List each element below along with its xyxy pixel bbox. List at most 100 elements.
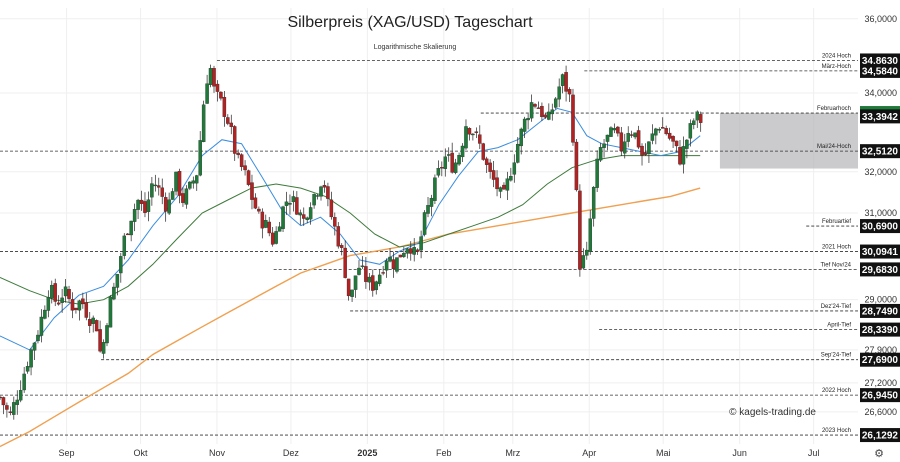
candle-body xyxy=(29,349,33,368)
candle-body xyxy=(654,128,658,136)
candle-body xyxy=(388,256,392,262)
candle-body xyxy=(270,232,275,245)
candle-body xyxy=(170,191,175,200)
candle-body xyxy=(322,184,327,188)
candle-body xyxy=(543,114,548,118)
time-axis: Sep Okt Nov Dez 2025 Feb Mrz Apr Mai Jun Jul xyxy=(59,448,820,458)
candle-body xyxy=(440,167,444,169)
candle-body xyxy=(609,127,613,137)
candle-body xyxy=(678,147,682,165)
candle-body xyxy=(381,272,385,274)
candle-body xyxy=(315,195,320,197)
candle-body xyxy=(567,89,572,95)
candle-body xyxy=(39,316,44,336)
candle-body xyxy=(547,111,551,120)
candle-body xyxy=(433,177,437,201)
candle-body xyxy=(81,298,85,305)
candle-body xyxy=(457,155,461,165)
candle-body xyxy=(94,320,99,332)
candle-body xyxy=(605,134,610,142)
candle-body xyxy=(422,212,427,235)
price-badge-label: 33,3942 xyxy=(862,112,899,123)
x-tick-label: Jun xyxy=(732,448,747,458)
candle-body xyxy=(377,274,382,284)
y-tick-label: 34,0000 xyxy=(864,88,897,98)
candle-body xyxy=(585,249,589,256)
candle-body xyxy=(450,152,454,173)
candle-body xyxy=(419,236,423,251)
candle-body xyxy=(498,187,503,192)
candle-body xyxy=(77,300,82,311)
y-tick-label: 27,9000 xyxy=(864,345,897,355)
candle-body xyxy=(60,297,64,303)
candle-body xyxy=(198,140,202,176)
candle-body xyxy=(63,286,68,297)
candle-body xyxy=(591,186,596,219)
level-label: 2021 Hoch xyxy=(822,245,851,251)
candle-body xyxy=(357,267,361,275)
candle-body xyxy=(119,256,123,274)
level-label: März-Hoch xyxy=(822,64,851,70)
candle-body xyxy=(571,94,575,143)
candle-body xyxy=(588,218,592,252)
chart-subtitle: Logarithmische Skalierung xyxy=(374,44,457,51)
price-badge-label: 29,6830 xyxy=(862,265,899,276)
candle-body xyxy=(139,199,144,204)
candle-body xyxy=(629,134,634,136)
candle-body xyxy=(298,212,303,216)
candle-body xyxy=(536,107,541,109)
candle-body xyxy=(274,231,278,244)
price-badge xyxy=(860,428,900,443)
watermark-text: © kagels-trading.de xyxy=(729,407,816,418)
candle-body xyxy=(395,257,399,272)
candle-body xyxy=(98,329,102,352)
price-badge xyxy=(860,352,900,367)
candle-body xyxy=(70,299,75,311)
candle-body xyxy=(232,126,237,154)
candle-body xyxy=(0,396,2,399)
candle-body xyxy=(698,114,703,123)
settings-gear-icon[interactable]: ⚙ xyxy=(874,447,884,460)
candle-body xyxy=(326,186,330,199)
candle-body xyxy=(174,171,178,192)
candle-body xyxy=(184,188,189,205)
candle-body xyxy=(125,233,130,236)
candle-body xyxy=(491,170,496,180)
candle-body xyxy=(374,281,378,291)
candle-body xyxy=(415,249,420,252)
support-resistance-levels: 2024 Hoch März-Hoch Februarhoch Mai/24-Hoch… xyxy=(0,53,858,436)
candle-body xyxy=(667,132,672,139)
candle-body xyxy=(426,205,430,214)
candle-body xyxy=(236,152,240,156)
y-tick-label: 36,0000 xyxy=(864,14,897,24)
candle-body xyxy=(122,235,127,256)
candle-body xyxy=(108,296,113,328)
price-badge xyxy=(860,244,900,259)
candle-body xyxy=(153,184,158,187)
candle-body xyxy=(633,132,637,138)
price-badge xyxy=(860,262,900,277)
candle-body xyxy=(371,275,375,291)
candle-body xyxy=(191,180,196,184)
x-tick-label: Apr xyxy=(582,448,596,458)
candle-body xyxy=(181,193,185,203)
y-tick-label: 27,2000 xyxy=(864,378,897,388)
candle-body xyxy=(201,104,206,143)
price-badge-label: 26,9450 xyxy=(862,391,899,402)
candle-body xyxy=(522,118,527,132)
price-badge xyxy=(860,63,900,78)
candle-body xyxy=(367,276,372,283)
candle-body xyxy=(640,145,644,156)
candle-body xyxy=(560,74,565,86)
candle-body xyxy=(636,130,641,148)
candle-body xyxy=(595,158,599,188)
candle-body xyxy=(250,182,254,200)
candle-body xyxy=(329,199,334,218)
price-badge xyxy=(860,303,900,318)
price-badge xyxy=(860,388,900,403)
candle-body xyxy=(598,147,603,161)
price-badge-label: 27,6900 xyxy=(862,355,899,366)
candle-body xyxy=(574,141,579,191)
level-label: Dez'24-Tief xyxy=(821,304,852,310)
